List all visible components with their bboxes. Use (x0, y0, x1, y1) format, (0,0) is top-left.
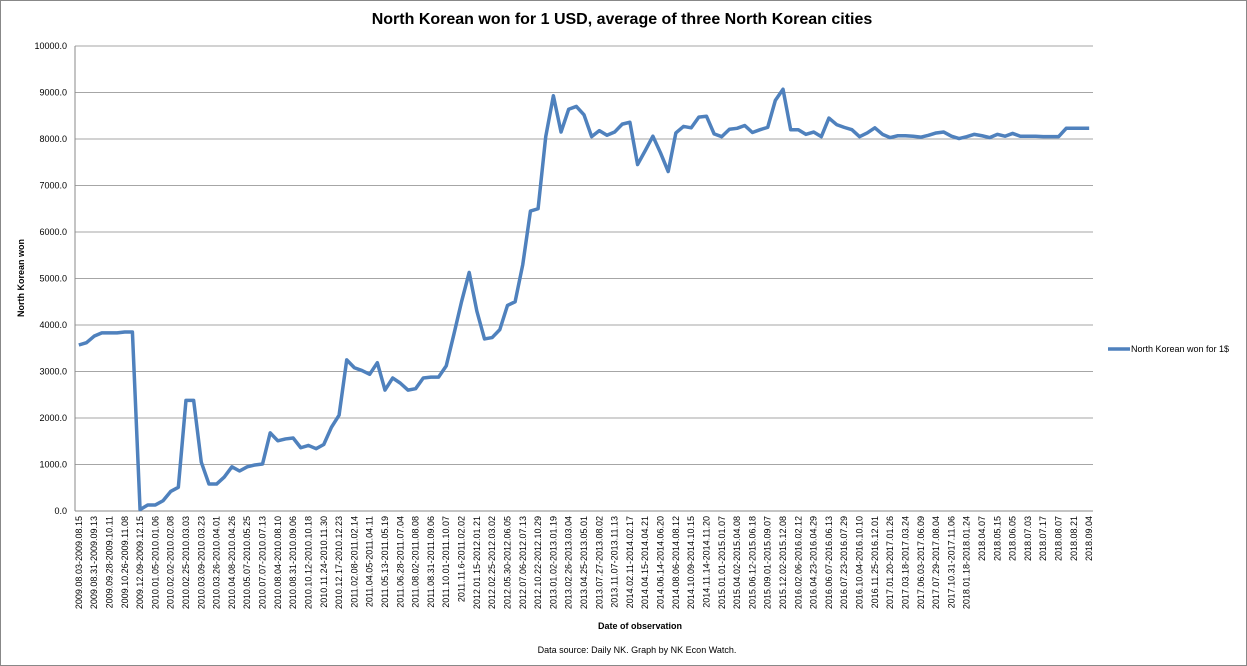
x-tick-label: 2018.08.07 (1054, 516, 1064, 561)
x-tick-label: 2018.07.03 (1023, 516, 1033, 561)
x-tick-label: 2017.10.31-2017.11.06 (946, 516, 956, 608)
x-tick-label: 2014.10.09-2014.10.15 (686, 516, 696, 609)
x-tick-label: 2010.11.24-2010.11.30 (319, 516, 329, 608)
y-axis-label: North Korean won (16, 239, 26, 317)
x-tick-label: 2015.09.01-2015.09.07 (763, 516, 773, 609)
x-tick-label: 2011.08.31-2011.09.06 (426, 516, 436, 608)
x-tick-label: 2015.01.01-2015.01.07 (717, 516, 727, 609)
x-tick-label: 2011.08.02-2011.08.08 (411, 516, 421, 608)
x-tick-label: 2018.09.04 (1084, 516, 1094, 561)
x-tick-label: 2010.02.25-2010.03.03 (181, 516, 191, 609)
x-tick-label: 2014.08.06-2014.08.12 (671, 516, 681, 609)
y-tick-label: 4000.0 (39, 320, 67, 330)
x-tick-label: 2012.07.06-2012.07.13 (518, 516, 528, 609)
chart-title: North Korean won for 1 USD, average of t… (372, 11, 873, 28)
x-tick-label: 2017.03.18-2017.03.24 (900, 516, 910, 609)
x-tick-label: 2014.11.14-2014.11.20 (701, 516, 711, 608)
legend-label: North Korean won for 1$ (1131, 344, 1229, 354)
y-tick-label: 9000.0 (39, 88, 67, 98)
x-tick-label: 2009.08.03-2009.08.15 (74, 516, 84, 609)
x-tick-label: 2010.08.04-2010.08.10 (273, 516, 283, 609)
x-tick-label: 2014.02.11-2014.02.17 (625, 516, 635, 608)
x-tick-label: 2010.08.31-2010.09.06 (288, 516, 298, 609)
x-tick-label: 2009.10.26-2009.11.08 (120, 516, 130, 608)
x-tick-label: 2014.04.15-2014.04.21 (640, 516, 650, 609)
x-tick-label: 2016.04.23-2016.04.29 (809, 516, 819, 609)
x-tick-label: 2013.04.25-2013.05.01 (579, 516, 589, 609)
x-tick-label: 2010.02.02-2010.02.08 (166, 516, 176, 609)
x-tick-label: 2010.03.26-2010.04.01 (212, 516, 222, 609)
x-tick-label: 2018.06.05 (1008, 516, 1018, 561)
y-tick-label: 2000.0 (39, 413, 67, 423)
x-tick-label: 2011.10.01-2011.10.07 (441, 516, 451, 608)
x-tick-label: 2017.01.20-2017.01.26 (885, 516, 895, 609)
x-tick-label: 2016.06.07-2016.06.13 (824, 516, 834, 609)
x-tick-label: 2015.12.02-2015.12.08 (778, 516, 788, 609)
x-tick-label: 2013.11.07-2013.11.13 (610, 516, 620, 608)
x-tick-label: 2010.05.07-2010.05.25 (242, 516, 252, 609)
x-tick-label: 2009.08.31-2009.09.13 (89, 516, 99, 609)
x-tick-label: 2018.05.15 (992, 516, 1002, 561)
x-tick-label: 2011.11.6-2011.02.02 (457, 516, 467, 602)
x-tick-label: 2016.02.06-2016.02.12 (793, 516, 803, 609)
x-axis-label: Date of observation (598, 621, 682, 631)
x-tick-label: 2010.12.17-2010.12.23 (334, 516, 344, 609)
y-tick-label: 8000.0 (39, 134, 67, 144)
x-tick-label: 2018.04.07 (977, 516, 987, 561)
x-tick-label: 2012.10.22-2012.10.29 (533, 516, 543, 609)
x-tick-label: 2012.02.25-2012.03.02 (487, 516, 497, 609)
x-tick-label: 2011.04.05-2011.04.11 (365, 516, 375, 607)
x-tick-label: 2016.07.23-2016.07.29 (839, 516, 849, 609)
x-tick-label: 2017.07.29-2017.08.04 (931, 516, 941, 609)
x-tick-label: 2015.06.12-2015.06.18 (747, 516, 757, 609)
x-tick-label: 2011.02.08-2011.02.14 (349, 516, 359, 608)
x-tick-label: 2013.01.02-2013.01.19 (548, 516, 558, 609)
source-note: Data source: Daily NK. Graph by NK Econ … (538, 645, 737, 655)
x-tick-label: 2018.08.21 (1069, 516, 1079, 561)
x-tick-label: 2013.02.26-2013.03.04 (564, 516, 574, 609)
x-tick-label: 2016.11.25-2016.12.01 (870, 516, 880, 608)
x-tick-label: 2009.09.28-2009.10.11 (104, 516, 114, 608)
x-tick-label: 2014.06.14-2014.06.20 (656, 516, 666, 609)
x-tick-label: 2017.06.03-2017.06.09 (916, 516, 926, 609)
y-tick-label: 1000.0 (39, 460, 67, 470)
x-tick-label: 2010.01.05-2010.01.06 (150, 516, 160, 609)
x-tick-label: 2011.06.28-2011.07.04 (395, 516, 405, 608)
x-tick-label: 2010.04.08-2010.04.26 (227, 516, 237, 609)
x-tick-label: 2009.12.09-2009.12.15 (135, 516, 145, 609)
x-tick-label: 2015.04.02-2015.04.08 (732, 516, 742, 609)
x-tick-label: 2011.05.13-2011.05.19 (380, 516, 390, 608)
y-tick-label: 5000.0 (39, 274, 67, 284)
y-tick-label: 3000.0 (39, 367, 67, 377)
x-tick-label: 2010.03.09-2010.03.23 (196, 516, 206, 609)
x-tick-label: 2013.07.27-2013.08.02 (594, 516, 604, 609)
y-tick-label: 0.0 (54, 506, 67, 516)
y-tick-label: 10000.0 (34, 41, 67, 51)
x-tick-label: 2012.05.30-2012.06.05 (502, 516, 512, 609)
x-tick-label: 2018.07.17 (1038, 516, 1048, 561)
x-tick-label: 2016.10.04-2016.10.10 (855, 516, 865, 609)
x-tick-label: 2010.07.07-2010.07.13 (258, 516, 268, 609)
x-tick-label: 2010.10.12-2010.10.18 (303, 516, 313, 609)
y-tick-label: 6000.0 (39, 227, 67, 237)
y-tick-label: 7000.0 (39, 181, 67, 191)
x-tick-label: 2018.01.18-2018.01.24 (962, 516, 972, 609)
x-tick-label: 2012.01.15-2012.01.21 (472, 516, 482, 609)
data-line (78, 87, 1090, 512)
